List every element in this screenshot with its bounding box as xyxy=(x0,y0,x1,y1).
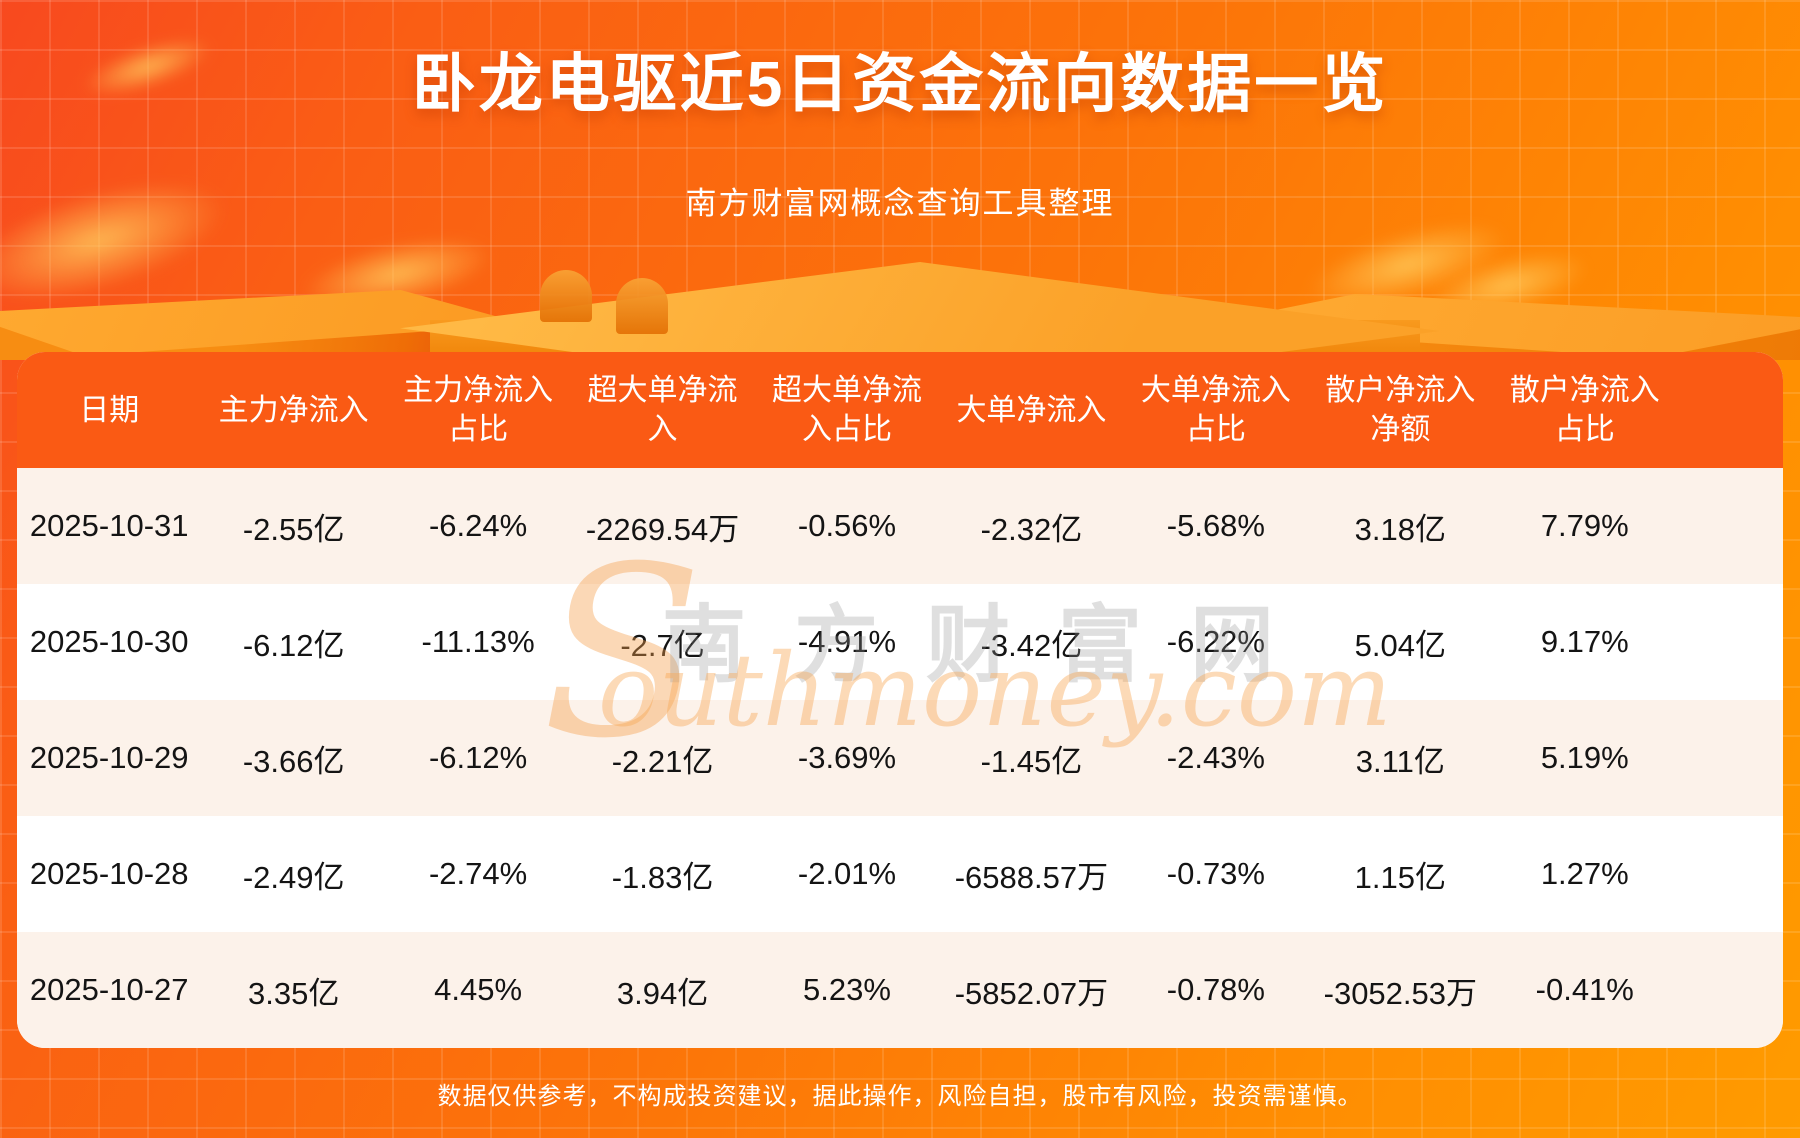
cell-value: 1.15亿 xyxy=(1354,859,1446,895)
cell-value: -3.66亿 xyxy=(242,743,345,779)
cell-value: 1.27% xyxy=(1540,856,1629,891)
table-row: 2025-10-30 -6.12亿 -11.13% -2.7亿 -4.91% -… xyxy=(17,584,1783,700)
table-header-row: 日期 主力净流入 主力净流入 占比 超大单净流 入 超大单净流 入占比 大单净流… xyxy=(17,352,1783,468)
column-header-large-net-inflow: 大单净流入 xyxy=(956,393,1107,427)
cell-date: 2025-10-29 xyxy=(29,740,189,775)
page-subtitle: 南方财富网概念查询工具整理 xyxy=(685,186,1115,221)
podium-left-top-face xyxy=(0,290,525,356)
cell-value: 3.11亿 xyxy=(1355,743,1445,779)
cell-value: -2.21亿 xyxy=(611,743,714,779)
arch-window-decoration xyxy=(540,270,592,322)
cell-value: -3.69% xyxy=(797,740,897,775)
arch-window-decoration xyxy=(616,278,668,334)
column-header-super-large-net-inflow: 超大单净流 入 xyxy=(587,374,738,446)
cell-value: 7.79% xyxy=(1540,508,1629,543)
cell-value: -5852.07万 xyxy=(954,975,1109,1011)
disclaimer-text: 数据仅供参考，不构成投资建议，据此操作，风险自担，股市有风险，投资需谨慎。 xyxy=(437,1083,1363,1110)
cell-value: 3.35亿 xyxy=(247,975,340,1011)
cell-value: 5.23% xyxy=(803,972,891,1007)
cell-value: -0.73% xyxy=(1166,856,1265,891)
cell-value: -1.83亿 xyxy=(611,859,714,895)
page-title: 卧龙电驱近5日资金流向数据一览 xyxy=(411,48,1389,120)
cell-date: 2025-10-30 xyxy=(29,624,189,659)
cell-value: -3.42亿 xyxy=(980,627,1083,663)
cell-value: -2.55亿 xyxy=(242,511,345,547)
cell-value: -0.78% xyxy=(1166,972,1265,1007)
cell-value: -11.13% xyxy=(421,624,535,659)
cell-value: 9.17% xyxy=(1540,624,1629,659)
column-header-main-net-inflow-ratio: 主力净流入 占比 xyxy=(403,374,554,446)
cell-value: -0.56% xyxy=(797,508,897,543)
cell-value: -2.49亿 xyxy=(242,859,345,895)
cell-value: -3052.53万 xyxy=(1323,975,1478,1011)
cell-value: -2269.54万 xyxy=(585,511,740,547)
cell-value: -2.7亿 xyxy=(620,627,705,663)
cell-value: -6.24% xyxy=(428,508,528,543)
cell-value: 3.94亿 xyxy=(616,975,709,1011)
cell-date: 2025-10-28 xyxy=(29,856,189,891)
cell-date: 2025-10-31 xyxy=(29,508,189,543)
cell-date: 2025-10-27 xyxy=(29,972,189,1007)
column-header-main-net-inflow: 主力净流入 xyxy=(218,393,369,427)
cell-value: 5.04亿 xyxy=(1354,627,1446,663)
cell-value: -4.91% xyxy=(797,624,897,659)
table-row: 2025-10-29 -3.66亿 -6.12% -2.21亿 -3.69% -… xyxy=(17,700,1783,816)
cell-value: -2.74% xyxy=(428,856,528,891)
cell-value: -6.12% xyxy=(428,740,528,775)
cell-value: -6.22% xyxy=(1166,624,1265,659)
light-streak-decoration xyxy=(295,223,500,325)
cell-value: -1.45亿 xyxy=(980,743,1083,779)
table-row: 2025-10-31 -2.55亿 -6.24% -2269.54万 -0.56… xyxy=(17,468,1783,584)
cell-value: 3.18亿 xyxy=(1354,511,1446,547)
column-header-retail-net-inflow: 散户净流入 净额 xyxy=(1325,374,1476,446)
table-row: 2025-10-28 -2.49亿 -2.74% -1.83亿 -2.01% -… xyxy=(17,816,1783,932)
cell-value: -2.01% xyxy=(797,856,897,891)
column-header-large-net-inflow-ratio: 大单净流入 占比 xyxy=(1140,374,1291,446)
column-header-super-large-net-inflow-ratio: 超大单净流 入占比 xyxy=(771,374,922,446)
cell-value: -2.32亿 xyxy=(980,511,1083,547)
podium-center-top-face xyxy=(400,262,1440,360)
column-header-date: 日期 xyxy=(79,393,140,427)
cell-value: -2.43% xyxy=(1166,740,1265,775)
cell-value: 4.45% xyxy=(434,972,523,1007)
cell-value: 5.19% xyxy=(1540,740,1629,775)
cell-value: -0.41% xyxy=(1535,972,1634,1007)
table-row: 2025-10-27 3.35亿 4.45% 3.94亿 5.23% -5852… xyxy=(17,932,1783,1048)
fund-flow-table: 日期 主力净流入 主力净流入 占比 超大单净流 入 超大单净流 入占比 大单净流… xyxy=(17,352,1783,1048)
cell-value: -5.68% xyxy=(1166,508,1265,543)
column-header-retail-net-inflow-ratio: 散户净流入 占比 xyxy=(1509,374,1660,446)
cell-value: -6588.57万 xyxy=(954,859,1109,895)
cell-value: -6.12亿 xyxy=(242,627,345,663)
